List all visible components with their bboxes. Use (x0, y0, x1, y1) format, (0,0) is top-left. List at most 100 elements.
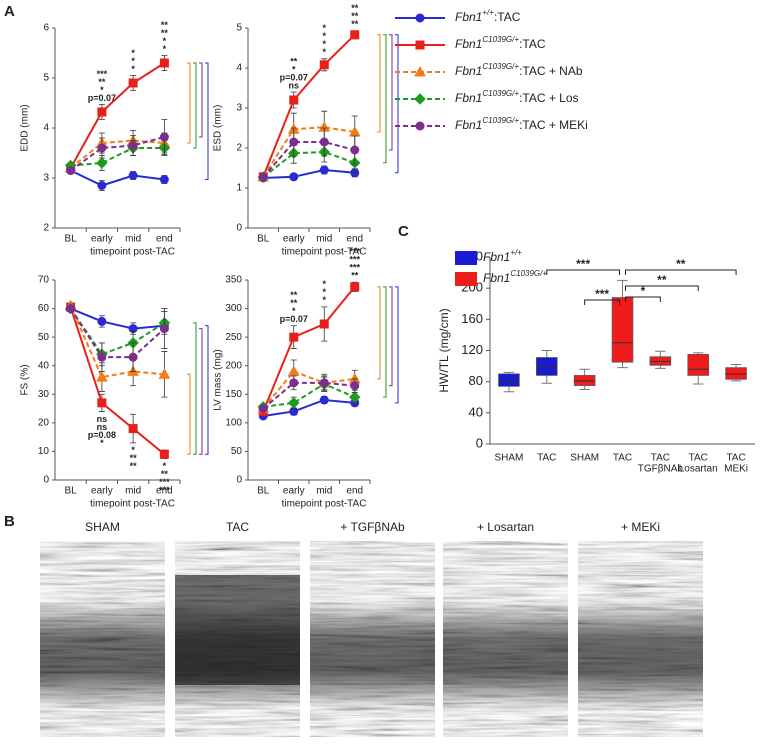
legend-gene: Fbn1 (483, 271, 510, 285)
comparison-bracket (625, 296, 661, 302)
y-tick-label: 50 (38, 332, 50, 343)
marker (289, 332, 299, 342)
series-line (262, 150, 356, 178)
x-tick-label: TGFβNAb (638, 464, 684, 475)
marker (350, 381, 360, 391)
legend-allele: C1039G/+ (482, 35, 519, 44)
significance-label: ** (290, 298, 298, 308)
significance-label: *** (576, 257, 590, 271)
comparison-bracket (389, 34, 393, 151)
y-axis-label: HW/TL (mg/cm) (437, 308, 451, 392)
y-tick-label: 60 (38, 303, 50, 314)
comparison-bracket (395, 286, 399, 404)
comparison-bracket (377, 286, 381, 380)
significance-label: * (100, 85, 104, 95)
significance-label: p=0.08 (88, 430, 116, 440)
marker (289, 172, 299, 182)
y-tick-label: 6 (43, 23, 49, 34)
significance-label: * (163, 36, 167, 46)
marker (289, 378, 299, 388)
legend-suffix: :TAC + MEKi (519, 118, 588, 132)
y-tick-label: 2 (43, 223, 49, 234)
significance-label: * (100, 438, 104, 448)
comparison-bracket (395, 34, 399, 174)
x-tick-label: MEKi (724, 464, 748, 475)
significance-label: ** (351, 19, 359, 29)
y-tick-label: 5 (236, 23, 242, 34)
significance-label: * (292, 306, 296, 316)
significance-label: *** (349, 247, 360, 257)
echo-cavity (175, 575, 300, 685)
legend-allele: C1039G/+ (482, 62, 519, 71)
x-tick-label: BL (257, 234, 270, 245)
marker (287, 365, 300, 376)
significance-label: *** (349, 263, 360, 273)
box (498, 373, 520, 387)
x-tick-label: end (346, 486, 363, 497)
series-line (262, 286, 356, 412)
series-line (262, 141, 356, 178)
series-line (70, 307, 165, 330)
legend-allele: +/+ (482, 8, 494, 17)
legend-gene: Fbn1 (483, 250, 510, 264)
series-line (262, 126, 355, 178)
y-tick-label: 40 (469, 404, 483, 419)
significance-label: p=0.07 (88, 93, 116, 103)
marker (128, 171, 138, 180)
y-tick-label: 120 (461, 342, 483, 357)
y-tick-label: 30 (38, 389, 50, 400)
significance-label: * (131, 64, 135, 74)
legend-label: Fbn1C1039G/+ (483, 269, 547, 285)
marker (289, 137, 299, 147)
significance-label: *** (97, 69, 108, 79)
legend-gene: Fbn1 (455, 91, 482, 105)
x-tick-label: end (156, 234, 173, 245)
image-caption: TAC (226, 520, 249, 534)
marker (414, 65, 426, 77)
significance-label: p=0.07 (280, 72, 308, 82)
significance-label: ** (657, 273, 667, 287)
marker (97, 181, 107, 190)
significance-label: p=0.07 (280, 314, 308, 324)
comparison-bracket (193, 62, 197, 149)
marker (159, 58, 169, 68)
y-tick-label: 4 (43, 123, 49, 134)
x-tick-label: BL (65, 486, 78, 497)
marker (128, 141, 138, 150)
comparison-bracket (625, 285, 699, 291)
significance-label: * (163, 461, 167, 471)
marker (258, 404, 268, 414)
significance-label: ** (351, 11, 359, 21)
marker (159, 175, 169, 184)
legend-gene: Fbn1 (455, 118, 482, 132)
significance-label: ** (290, 290, 298, 300)
panel-label: B (4, 513, 15, 530)
significance-label: ** (161, 20, 169, 30)
marker (414, 93, 426, 105)
x-tick-label: early (283, 486, 305, 497)
marker (97, 316, 107, 326)
marker (158, 368, 171, 379)
x-tick-label: mid (316, 234, 332, 245)
comparison-bracket (187, 62, 191, 144)
marker (258, 172, 268, 182)
y-tick-label: 350 (225, 275, 242, 286)
y-tick-label: 250 (225, 332, 242, 343)
series-line (70, 139, 165, 169)
significance-label: *** (349, 255, 360, 265)
x-tick-label: TAC (613, 453, 632, 464)
y-tick-label: 150 (225, 389, 242, 400)
significance-label: ** (161, 469, 169, 479)
significance-label: * (131, 445, 135, 455)
legend-swatch (455, 251, 477, 265)
x-tick-label: early (91, 486, 113, 497)
y-axis-label: ESD (mm) (213, 105, 224, 152)
x-tick-label: TAC (651, 453, 670, 464)
marker (159, 449, 169, 459)
significance-label: * (131, 48, 135, 58)
significance-label: ** (351, 271, 359, 281)
x-tick-label: SHAM (494, 453, 523, 464)
marker (350, 282, 360, 292)
x-tick-label: BL (65, 234, 78, 245)
